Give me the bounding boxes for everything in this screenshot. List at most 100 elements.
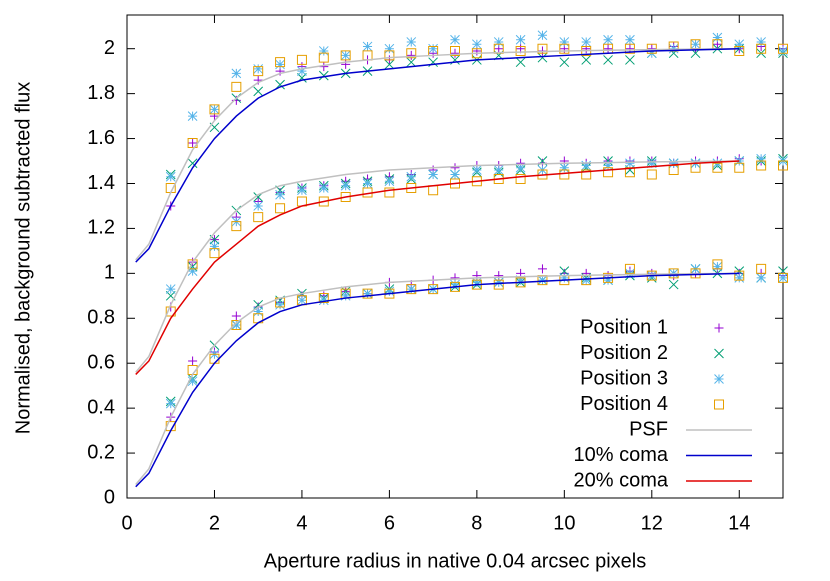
point [581,169,592,180]
legend-label: Position 3 [580,367,668,389]
point [603,275,613,285]
point [362,178,373,189]
point [165,306,176,317]
point [231,311,241,321]
point [778,272,788,283]
point [165,171,176,182]
point [646,270,657,281]
point [187,364,198,375]
point [515,173,526,184]
point [450,178,460,189]
y-tick-label: 1 [104,262,115,284]
y-tick-label: 1.2 [87,217,115,239]
point [756,160,767,171]
point [275,59,285,70]
point [231,81,242,92]
point [734,45,745,56]
x-tick-label: 8 [471,512,482,534]
point [472,39,482,50]
point [318,52,329,63]
point [603,167,614,178]
legend-label: Position 2 [580,342,668,364]
point [318,70,329,81]
point [318,293,329,304]
line-series [135,47,740,486]
point [428,169,438,180]
point [581,45,592,56]
point [625,158,635,169]
point [603,34,613,45]
point [187,376,198,387]
point [712,259,723,270]
point [537,30,548,41]
point [253,201,264,211]
point [450,279,460,290]
x-axis-label: Aperture radius in native 0.04 arcsec pi… [264,550,646,572]
point [275,203,286,214]
point [297,185,307,196]
point [296,54,307,65]
legend-label: Position 1 [580,316,668,338]
point [712,261,723,272]
legend-label: 20% coma [574,469,669,491]
point [712,32,723,43]
y-tick-label: 2 [104,37,115,59]
point [318,46,329,56]
point [515,277,526,288]
point [625,55,635,65]
point [406,171,417,182]
point [384,43,395,54]
line-series [135,160,740,375]
point [603,272,614,283]
y-tick-label: 0.6 [87,351,115,373]
legend-label: Position 4 [580,393,668,415]
point [603,44,613,54]
point [778,272,788,283]
point [559,169,570,180]
point [472,277,482,288]
point [253,306,264,317]
point [187,158,198,169]
point [537,43,548,54]
point [406,57,417,68]
point [231,221,242,232]
point [778,266,788,276]
line-series [135,47,740,488]
point [625,165,635,175]
point [515,57,526,68]
legend-swatch [714,323,724,333]
point [340,180,351,191]
point [187,138,198,149]
point [253,86,264,97]
point [559,37,570,47]
point [362,288,373,299]
point [756,43,767,54]
point [362,288,373,299]
y-tick-label: 0.8 [87,307,115,329]
x-tick-label: 14 [728,512,750,534]
legend-label: 10% coma [574,444,669,466]
point [209,353,220,364]
y-tick-label: 1.8 [87,82,115,104]
point [625,34,635,45]
point [165,398,176,409]
point [296,196,307,207]
point [362,41,373,52]
point [603,160,613,171]
point [384,176,395,187]
point [690,39,701,50]
point [340,290,351,301]
point [668,158,679,169]
point [559,272,570,283]
x-tick-label: 4 [296,512,307,534]
point [209,104,220,115]
plot-frame [126,14,784,499]
point [428,43,438,54]
point [559,43,570,54]
point [318,295,329,306]
point [756,37,766,47]
point [537,264,547,274]
point [188,138,198,148]
point [493,279,504,290]
